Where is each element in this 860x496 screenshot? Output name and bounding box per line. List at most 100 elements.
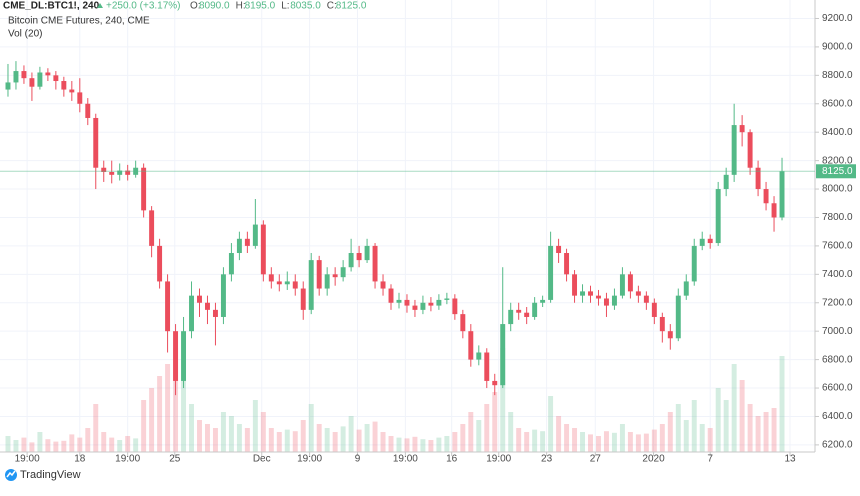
candle-body <box>476 352 482 360</box>
candle-body <box>468 331 474 360</box>
volume-bar <box>516 428 522 452</box>
candle-body <box>236 238 242 254</box>
volume-bar <box>149 388 155 452</box>
volume-bar <box>675 404 681 452</box>
volume-bar <box>292 431 298 452</box>
volume-bar <box>61 440 67 452</box>
candle-body <box>396 299 402 303</box>
volume-bar <box>340 426 346 452</box>
volume-layer <box>5 348 785 452</box>
candle-body <box>149 210 155 246</box>
candle-body <box>316 260 322 289</box>
candle-body <box>436 299 442 306</box>
x-tick-label: 27 <box>590 454 602 465</box>
candle-body <box>308 260 314 310</box>
volume-bar <box>276 432 282 452</box>
volume-bar <box>596 436 601 452</box>
x-tick-label: 7 <box>707 454 713 465</box>
volume-bar <box>739 380 745 452</box>
y-tick-label: 6400.0 <box>822 411 853 422</box>
candle-body <box>189 295 194 332</box>
candle-body <box>61 81 67 90</box>
volume-bar <box>85 428 91 452</box>
candle-body <box>508 309 514 325</box>
candle-body <box>356 253 362 261</box>
volume-bar <box>484 404 490 452</box>
candle-body <box>596 295 601 299</box>
volume-bar <box>77 437 83 452</box>
volume-bar <box>420 439 426 452</box>
axes: 6200.0 6400.0 6600.0 6800.0 7000.0 7200.0 7400… <box>0 13 856 465</box>
candle-layer <box>5 61 785 396</box>
last-price-label: 8125.0 <box>822 166 853 177</box>
x-tick-label: 2020 <box>642 454 665 465</box>
y-tick-label: 7200.0 <box>822 297 853 308</box>
volume-bar <box>300 420 306 452</box>
y-tick-label: 7600.0 <box>822 241 853 252</box>
x-tick-label: 13 <box>784 454 796 465</box>
candle-body <box>540 299 546 303</box>
candle-body <box>348 253 354 268</box>
candle-body <box>739 125 745 133</box>
volume-bar <box>635 434 641 452</box>
volume-bar <box>643 433 649 452</box>
ohlc-value: 8195.0 <box>245 1 276 12</box>
volume-bar <box>619 424 625 452</box>
candle-body <box>101 167 107 172</box>
candle-body <box>220 274 226 317</box>
candle-body <box>284 281 290 285</box>
candle-body <box>412 305 418 310</box>
candle-body <box>428 302 434 306</box>
candle-body <box>53 75 59 82</box>
candle-body <box>29 78 35 87</box>
volume-bar <box>260 412 266 452</box>
volume-bar <box>444 436 450 452</box>
volume-bar <box>747 404 753 452</box>
candle-body <box>197 295 202 303</box>
up-arrow <box>97 3 103 8</box>
candle-body <box>244 238 250 246</box>
candle-body <box>747 132 753 168</box>
volume-bar <box>236 424 242 452</box>
ohlc-label: C: <box>327 1 337 12</box>
volume-bar <box>220 412 226 452</box>
volume-bar <box>13 440 19 452</box>
candle-body <box>109 171 115 175</box>
volume-bar <box>556 416 562 452</box>
y-tick-label: 6600.0 <box>822 383 853 394</box>
y-tick-label: 8000.0 <box>822 184 853 195</box>
candle-body <box>556 245 562 254</box>
candle-body <box>492 380 498 386</box>
x-tick-label: 16 <box>446 454 458 465</box>
volume-bar <box>332 432 338 452</box>
ohlc-value: 8035.0 <box>290 1 321 12</box>
volume-bar <box>763 412 769 452</box>
y-tick-label: 7800.0 <box>822 212 853 223</box>
y-tick-label: 8200.0 <box>822 155 853 166</box>
volume-bar <box>316 424 322 452</box>
candle-body <box>276 281 282 285</box>
indicator: Vol (20) <box>8 29 42 40</box>
x-tick-label: 23 <box>541 454 553 465</box>
volume-bar <box>500 348 506 452</box>
volume-bar <box>564 424 570 452</box>
volume-bar <box>779 356 785 452</box>
ohlc-value: 8125.0 <box>336 1 367 12</box>
volume-bar <box>603 431 609 452</box>
candle-body <box>21 71 27 79</box>
y-tick-label: 6800.0 <box>822 354 853 365</box>
candle-body <box>723 174 729 190</box>
volume-bar <box>133 438 139 452</box>
volume-bar <box>540 431 546 452</box>
candle-body <box>165 281 171 332</box>
candle-body <box>380 281 386 289</box>
candle-body <box>324 274 330 289</box>
volume-bar <box>117 440 123 452</box>
brand: TradingView <box>20 469 81 481</box>
candle-body <box>548 245 554 300</box>
candle-body <box>516 309 522 313</box>
candle-body <box>85 103 91 118</box>
candle-body <box>484 352 490 381</box>
